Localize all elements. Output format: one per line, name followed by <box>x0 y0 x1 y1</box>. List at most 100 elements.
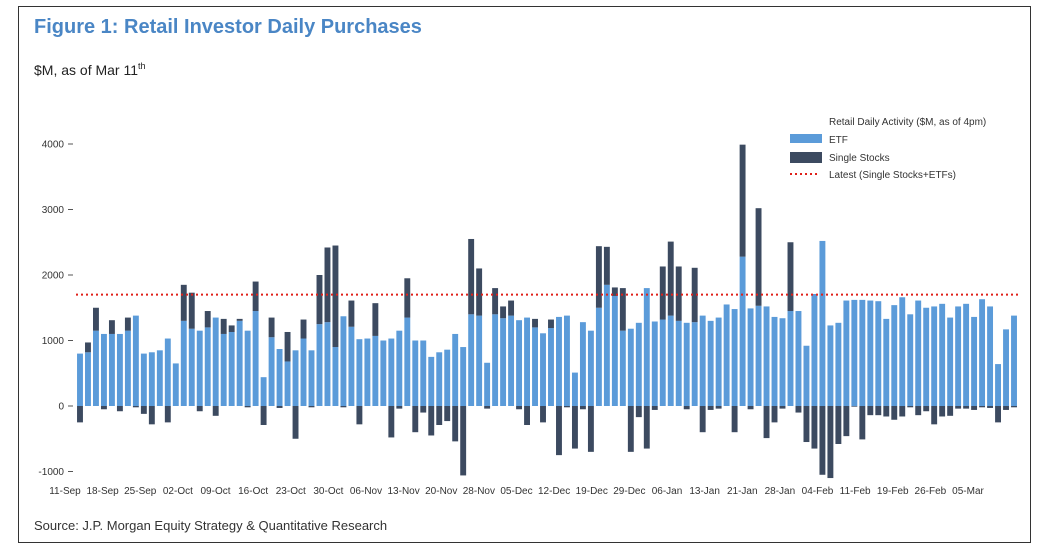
etf-bar <box>468 314 475 406</box>
etf-bar <box>356 339 363 406</box>
etf-bar <box>923 307 930 406</box>
single-stocks-bar <box>132 406 139 408</box>
x-tick-label: 09-Oct <box>200 486 230 497</box>
single-stocks-bar <box>244 406 251 408</box>
single-stocks-bar <box>292 406 299 439</box>
etf-bar <box>971 316 978 406</box>
single-stocks-bar <box>851 406 858 407</box>
etf-bar <box>883 318 890 406</box>
single-stocks-bar <box>667 241 674 316</box>
legend-swatch-etf <box>790 134 822 143</box>
single-stocks-bar <box>316 275 323 325</box>
etf-bar <box>316 324 323 406</box>
etf-bar <box>643 288 650 406</box>
single-stocks-bar <box>747 406 754 410</box>
etf-bar <box>987 306 994 406</box>
etf-bar <box>595 307 602 406</box>
etf-bar <box>420 340 427 406</box>
etf-bar <box>460 347 467 406</box>
single-stocks-bar <box>196 406 203 412</box>
single-stocks-bar <box>771 406 778 423</box>
x-tick-label: 28-Jan <box>765 486 796 497</box>
single-stocks-bar <box>947 406 954 416</box>
etf-bar <box>1003 329 1009 406</box>
single-stocks-bar <box>93 307 99 331</box>
etf-bar <box>803 345 810 406</box>
etf-bar <box>635 322 642 406</box>
etf-bar <box>859 299 866 406</box>
etf-bar <box>755 305 762 406</box>
etf-bar <box>811 293 818 406</box>
y-tick-label: -1000 <box>38 467 64 478</box>
single-stocks-bar <box>1011 406 1017 408</box>
single-stocks-bar <box>979 406 986 408</box>
single-stocks-bar <box>548 319 554 329</box>
etf-bar <box>963 303 970 406</box>
x-tick-label: 05-Dec <box>500 486 532 497</box>
single-stocks-bar <box>85 342 91 353</box>
single-stocks-bar <box>819 406 826 475</box>
etf-bar <box>979 299 986 406</box>
single-stocks-bar <box>939 406 946 417</box>
etf-bar <box>156 350 163 406</box>
etf-bar <box>276 349 283 406</box>
x-tick-label: 11-Feb <box>840 486 871 497</box>
single-stocks-bar <box>212 406 219 416</box>
etf-bar <box>188 328 195 406</box>
single-stocks-bar <box>955 406 962 409</box>
etf-bar <box>452 333 459 406</box>
figure-subtitle: $M, as of Mar 11th <box>34 61 146 78</box>
single-stocks-bar <box>587 406 594 452</box>
source-note: Source: J.P. Morgan Equity Strategy & Qu… <box>34 518 388 533</box>
single-stocks-bar <box>260 406 267 425</box>
legend-label-single-stocks: Single Stocks <box>829 153 890 164</box>
etf-bar <box>108 333 115 406</box>
single-stocks-bar <box>332 245 339 348</box>
y-tick-label: 2000 <box>42 271 65 282</box>
etf-bar <box>364 338 371 406</box>
etf-bar <box>300 338 307 406</box>
single-stocks-bar <box>843 406 850 437</box>
etf-bar <box>268 337 275 406</box>
etf-bar <box>715 317 722 406</box>
etf-bar <box>763 306 770 406</box>
figure-frame <box>18 6 1031 543</box>
etf-bar <box>404 317 411 406</box>
etf-bar <box>899 297 906 406</box>
legend-swatch-single-stocks <box>790 152 822 163</box>
single-stocks-bar <box>77 406 83 423</box>
etf-bar <box>995 364 1001 406</box>
etf-bar <box>819 240 826 406</box>
single-stocks-bar <box>795 406 802 413</box>
y-tick-label: 1000 <box>42 336 65 347</box>
single-stocks-bar <box>691 267 698 323</box>
single-stocks-bar <box>540 406 546 423</box>
etf-bar <box>707 320 714 406</box>
etf-bar <box>651 321 658 406</box>
single-stocks-bar <box>516 406 523 410</box>
etf-bar <box>140 353 147 406</box>
single-stocks-bar <box>492 288 499 315</box>
single-stocks-bar <box>595 246 602 308</box>
single-stocks-bar <box>532 318 538 328</box>
single-stocks-bar <box>987 406 994 408</box>
etf-bar <box>100 333 107 406</box>
single-stocks-bar <box>468 238 475 315</box>
x-tick-label: 26-Feb <box>915 486 947 497</box>
etf-bar <box>627 328 634 406</box>
y-tick-label: 4000 <box>42 140 65 151</box>
single-stocks-bar <box>140 406 147 414</box>
single-stocks-bar <box>931 406 938 425</box>
etf-bar <box>891 305 898 406</box>
etf-bar <box>372 335 379 406</box>
single-stocks-bar <box>627 406 634 452</box>
etf-bar <box>843 300 850 406</box>
single-stocks-bar <box>835 406 842 444</box>
single-stocks-bar <box>476 268 483 316</box>
etf-bar <box>236 320 243 406</box>
single-stocks-bar <box>164 406 171 423</box>
single-stocks-bar <box>603 246 610 285</box>
subtitle-text: $M, as of Mar 11 <box>34 62 139 78</box>
y-tick-label: 0 <box>58 402 64 413</box>
single-stocks-bar <box>124 317 131 331</box>
